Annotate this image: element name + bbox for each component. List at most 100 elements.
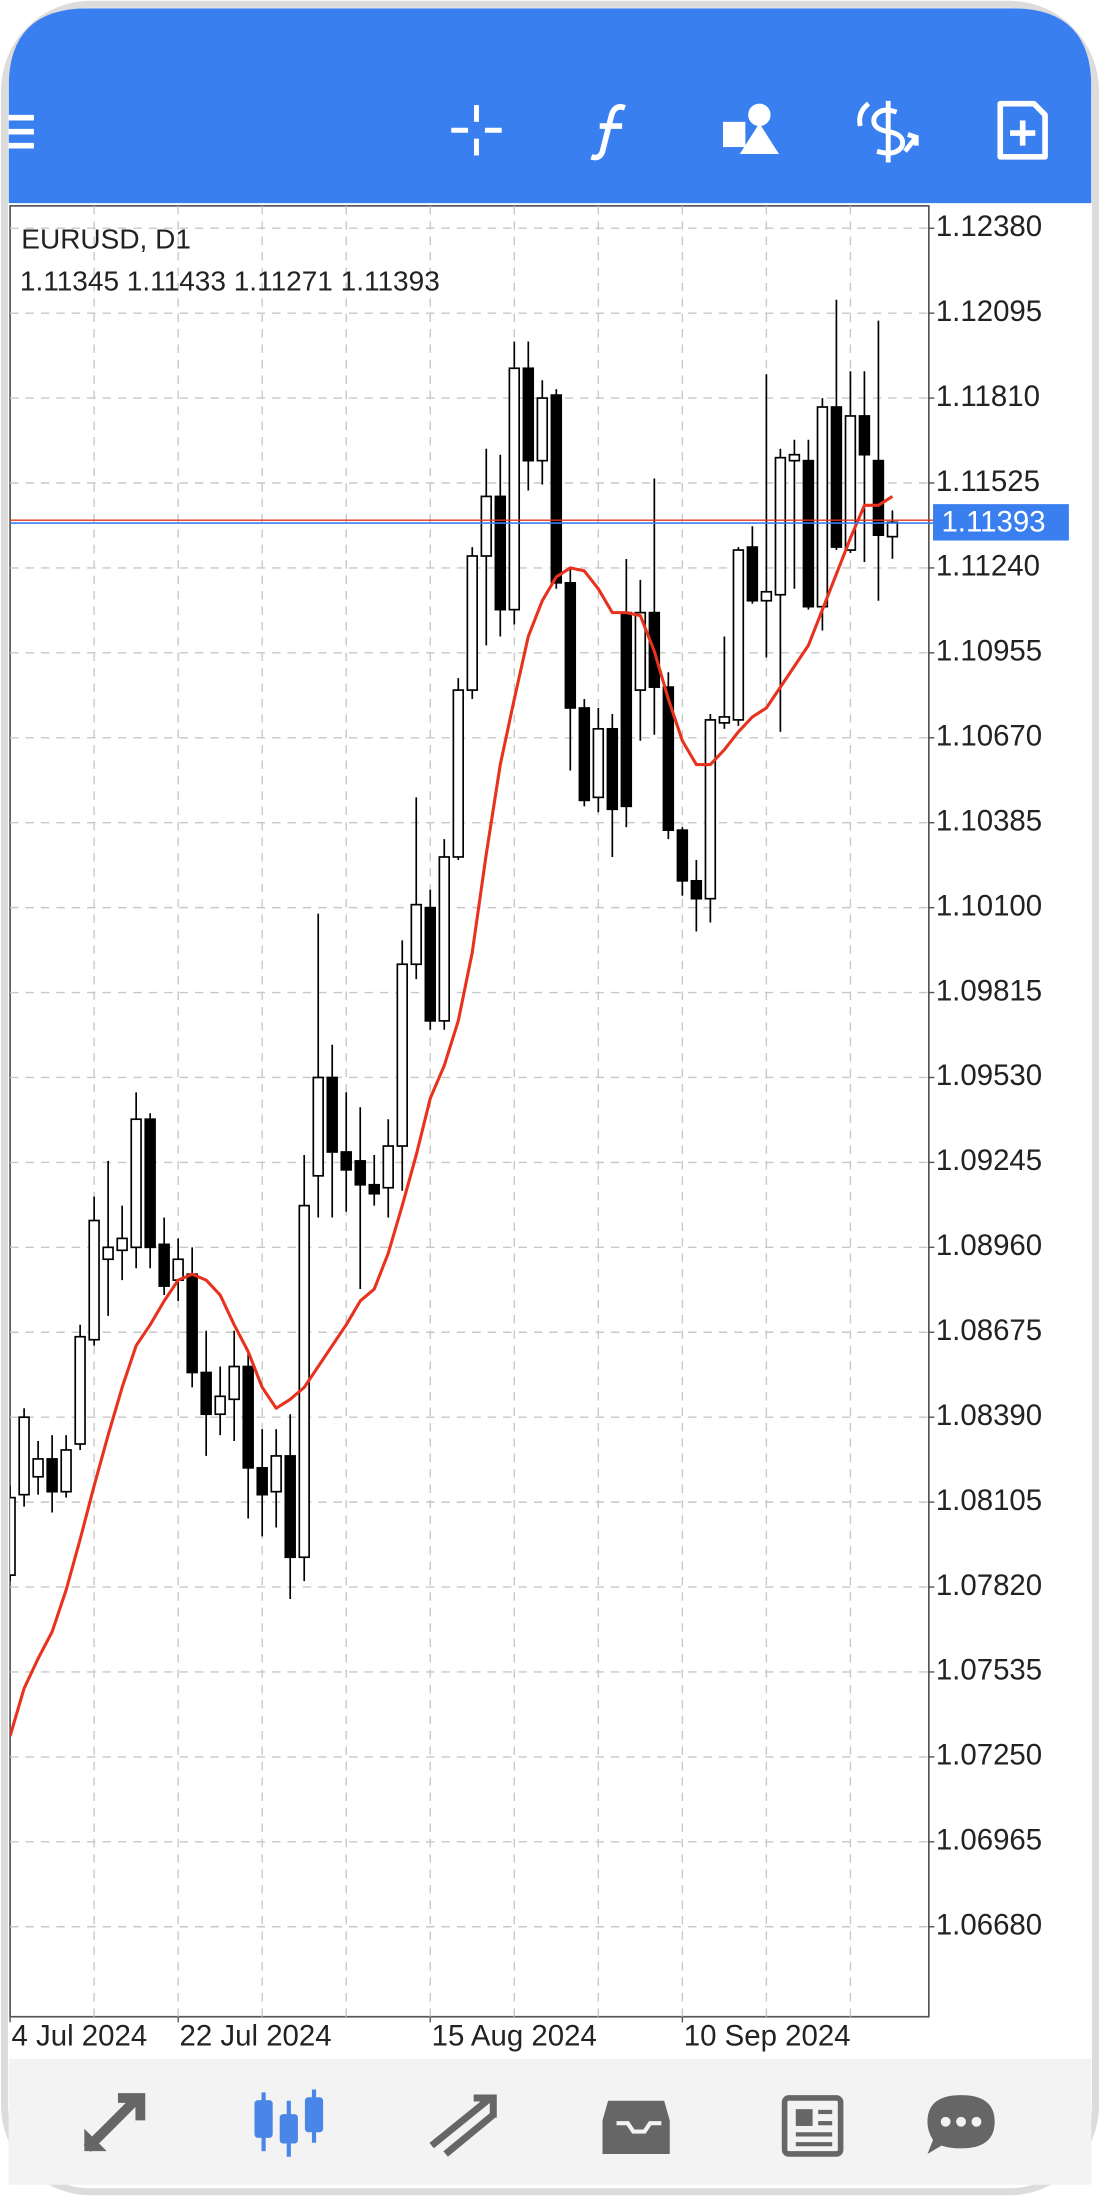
candle-body: [32, 1458, 44, 1478]
candle-body: [438, 856, 451, 1022]
candle-body: [10, 1496, 16, 1576]
chart-title: EURUSD, D1: [21, 223, 191, 254]
x-tick-label: 15 Aug 2024: [432, 2020, 597, 2053]
chat-tab[interactable]: [927, 2095, 995, 2154]
candle-body: [872, 459, 885, 536]
candle-body: [186, 1273, 198, 1374]
trade-icon[interactable]: [857, 100, 919, 163]
y-tick-label: 1.07250: [936, 1739, 1042, 1772]
y-tick-label: 1.10385: [936, 804, 1042, 837]
candle-body: [368, 1183, 380, 1195]
candle-body: [858, 415, 871, 456]
candle-body: [452, 689, 465, 858]
chart-tab[interactable]: [254, 2089, 324, 2157]
toolbar: [8, 8, 1092, 204]
y-tick-label: 1.07535: [936, 1654, 1042, 1687]
candle-body: [158, 1243, 170, 1287]
candle-body: [508, 367, 521, 611]
y-tick-label: 1.09815: [936, 974, 1042, 1007]
candle-body: [830, 406, 843, 548]
candle-body: [704, 719, 717, 900]
y-tick-label: 1.12380: [936, 210, 1042, 243]
candle-body: [74, 1335, 86, 1445]
candle-body: [564, 581, 577, 709]
y-tick-label: 1.08390: [936, 1399, 1042, 1432]
ohlc-readout: 1.11345 1.11433 1.11271 1.11393: [20, 265, 440, 296]
candle-body: [284, 1455, 296, 1559]
moving-average: [10, 495, 894, 1737]
candle-body: [354, 1160, 366, 1186]
candle-body: [466, 555, 479, 691]
candle-body: [634, 611, 647, 691]
candle-body: [340, 1151, 352, 1171]
candle-body: [382, 1145, 394, 1189]
x-tick-label: 4 Jul 2024: [12, 2020, 148, 2053]
candle-body: [312, 1076, 324, 1177]
y-tick-label: 1.11810: [936, 380, 1040, 413]
y-tick-label: 1.11240: [936, 550, 1040, 583]
candle-body: [690, 879, 703, 900]
candle-body: [788, 453, 801, 462]
crosshair-icon[interactable]: [451, 105, 502, 156]
candle-body: [536, 397, 549, 462]
objects-icon[interactable]: [722, 103, 779, 155]
news-tab[interactable]: [781, 2095, 844, 2157]
y-tick-label: 1.09530: [936, 1059, 1042, 1092]
candle-body: [242, 1365, 254, 1469]
candle-body: [886, 521, 899, 538]
candle-body: [760, 590, 773, 602]
history-tab[interactable]: [602, 2100, 670, 2154]
y-tick-label: 1.08675: [936, 1314, 1042, 1347]
candle-body: [60, 1449, 72, 1493]
y-tick-label: 1.09245: [936, 1144, 1042, 1177]
candle-body: [522, 367, 535, 462]
candle-body: [424, 906, 436, 1022]
y-tick-label: 1.07820: [936, 1569, 1042, 1602]
candle-body: [578, 707, 591, 802]
menu-icon[interactable]: [8, 114, 34, 149]
plot-area: [9, 205, 930, 2018]
candle-body: [550, 394, 563, 584]
y-tick-label: 1.10670: [936, 720, 1042, 753]
candle-body: [214, 1395, 226, 1416]
candle-body: [606, 727, 619, 811]
new-order-icon[interactable]: [997, 100, 1048, 160]
y-tick-label: 1.10100: [936, 889, 1042, 922]
candle-body: [228, 1365, 240, 1401]
candle-body: [46, 1458, 58, 1493]
candle-body: [816, 406, 829, 608]
y-tick-label: 1.06965: [936, 1824, 1042, 1857]
candle-body: [774, 456, 787, 596]
candle-body: [662, 686, 675, 831]
y-tick-label: 1.08960: [936, 1229, 1042, 1262]
candle-body: [844, 415, 857, 551]
bottom-nav: [8, 2058, 1092, 2185]
y-tick-label: 1.11525: [936, 465, 1040, 498]
y-tick-label: 1.12095: [936, 295, 1042, 328]
candle-body: [802, 459, 815, 608]
candle-body: [88, 1219, 100, 1341]
candle-body: [102, 1246, 114, 1261]
x-tick-label: 22 Jul 2024: [180, 2020, 332, 2053]
candle-body: [326, 1076, 338, 1153]
price-tag-label: 1.11393: [941, 506, 1045, 539]
candle-body: [130, 1118, 142, 1249]
plot: [10, 299, 899, 1737]
trade-tab[interactable]: [429, 2094, 497, 2157]
candle-body: [718, 716, 731, 724]
indicator-icon[interactable]: [590, 104, 626, 161]
candle-body: [732, 549, 745, 721]
y-tick-label: 1.08105: [936, 1484, 1042, 1517]
candle-body: [480, 495, 493, 557]
candle-body: [592, 727, 605, 799]
candle-body: [116, 1237, 128, 1252]
quotes-tab[interactable]: [83, 2093, 146, 2152]
candle-body: [396, 963, 408, 1147]
y-tick-label: 1.10955: [936, 635, 1042, 668]
price-tag: [933, 504, 1069, 541]
candle-body: [144, 1118, 156, 1249]
candle-body: [746, 546, 759, 602]
